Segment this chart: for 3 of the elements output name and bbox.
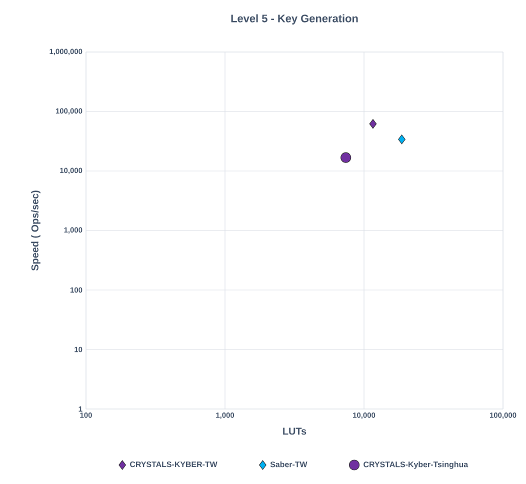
chart-title: Level 5 - Key Generation (231, 14, 358, 24)
x-axis-title: LUTs (283, 428, 306, 435)
y-axis-title: Speed ( Ops/sec) (31, 190, 40, 271)
